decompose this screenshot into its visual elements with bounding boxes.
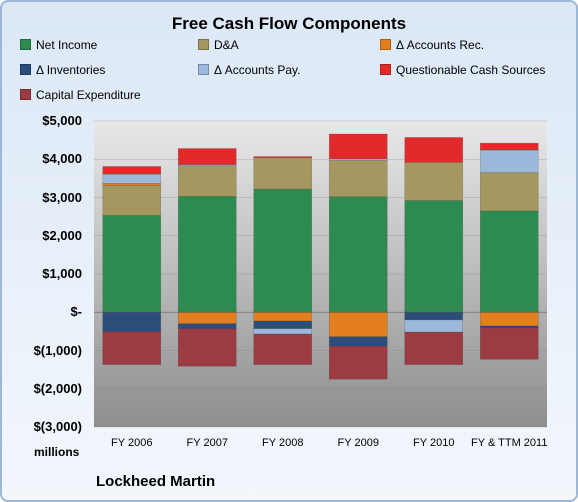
legend-item: Δ Accounts Rec. [380,38,484,52]
legend-swatch [20,89,31,100]
y-tick-label: $2,000 [42,227,82,243]
y-tick-label: $4,000 [42,151,82,167]
x-tick-label: FY 2007 [186,437,228,449]
bar-segment [253,157,313,190]
legend-label: Capital Expenditure [36,88,141,102]
bar-segment [404,137,464,163]
bar-segment [177,323,237,329]
bar-segment [328,196,388,313]
x-tick-label: FY & TTM 2011 [471,437,548,449]
x-tick-label: FY 2008 [262,437,304,449]
y-tick-label: $(3,000) [33,419,82,434]
bar-segment [253,156,313,159]
units-label: millions [34,445,80,459]
legend-label: Δ Accounts Pay. [214,63,301,77]
bar-segment [102,331,162,365]
bar-segment [404,162,464,201]
legend-swatch [20,39,31,50]
y-tick-label: $3,000 [42,189,82,205]
x-tick-label: FY 2009 [337,437,379,449]
legend-swatch [380,64,391,75]
bar-segment [404,319,464,333]
legend-swatch [198,64,209,75]
y-tick-label: $1,000 [42,266,82,281]
bar-segment [253,333,313,365]
legend-swatch [198,39,209,50]
legend-label: Δ Inventories [36,63,106,77]
bar-segment [253,311,313,322]
bar-segment [177,165,237,197]
bar-segment [102,173,162,184]
bar-segment [253,320,313,329]
bar-segment [479,172,539,212]
bar-segment [479,210,539,313]
legend-swatch [20,64,31,75]
y-tick-label: $(1,000) [33,342,82,358]
legend-label: Questionable Cash Sources [396,63,546,77]
bar-segment [328,336,388,347]
legend-swatch [380,39,391,50]
legend-item: Δ Inventories [20,63,105,77]
y-tick-label: $5,000 [42,113,82,128]
company-label: Lockheed Martin [96,473,216,490]
bar-segment [479,142,539,151]
bar-segment [328,133,388,160]
bar-segment [177,148,237,165]
y-tick-label: $- [70,304,82,320]
legend-item: Questionable Cash Sources [380,63,545,77]
bar-segment [177,328,237,367]
legend-item: Capital Expenditure [20,88,141,102]
bar-segment [404,331,464,365]
bar-segment [102,166,162,175]
legend-item: Δ Accounts Pay. [198,63,301,77]
y-tick-label: $(2,000) [33,380,82,396]
chart-title: Free Cash Flow Components [171,14,407,33]
bar-segment [102,215,162,313]
legend-item: D&A [198,38,239,52]
x-tick-label: FY 2006 [111,437,153,449]
legend-item: Net Income [20,38,97,52]
bar-segment [102,311,162,333]
bar-segment [404,311,464,321]
x-tick-label: FY 2010 [413,437,455,449]
bar-segment [328,160,388,198]
legend-label: Net Income [36,38,98,52]
bar-segment [177,196,237,313]
bar-segment [328,345,388,380]
legend-label: Δ Accounts Rec. [396,38,485,52]
bar-segment [253,188,313,313]
bar-segment [479,149,539,173]
bar-segment [102,184,162,216]
bar-segment [404,200,464,313]
bar-segment [253,328,313,335]
bar-segment [177,311,237,325]
bar-segment [479,327,539,360]
bar-segment [328,311,388,338]
bar-segment [479,311,539,327]
legend-label: D&A [214,38,239,52]
